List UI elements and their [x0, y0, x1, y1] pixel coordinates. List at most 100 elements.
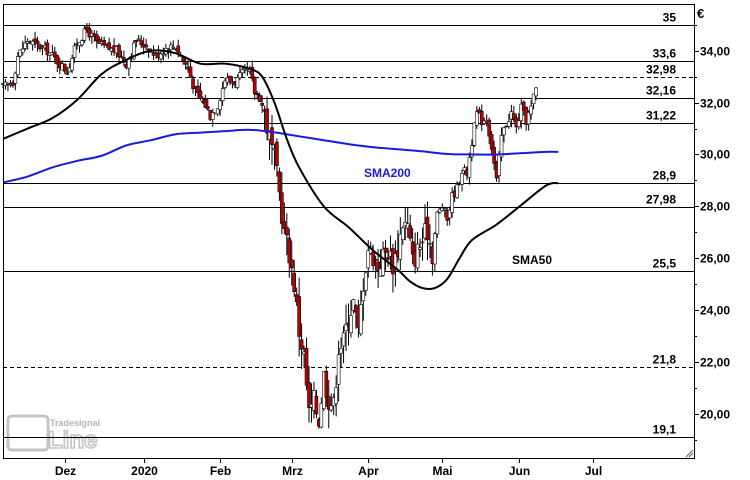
- plot-frame: [3, 4, 695, 459]
- candle-body: [314, 395, 319, 415]
- candle-body: [341, 332, 346, 347]
- candle-body: [529, 105, 533, 115]
- y-tick-label: 20,00: [700, 408, 730, 422]
- candle-body: [366, 250, 371, 269]
- x-tick-label: Mai: [432, 464, 452, 478]
- candle-body: [280, 192, 284, 224]
- candle-body: [18, 49, 23, 57]
- candle-body: [386, 257, 390, 260]
- candle-body: [102, 40, 106, 46]
- candle-body: [198, 90, 203, 99]
- candle-body: [435, 211, 440, 235]
- level-label: 28,9: [653, 169, 677, 183]
- candle-body: [425, 216, 430, 240]
- candle-body: [65, 72, 69, 75]
- candle-body: [428, 242, 432, 245]
- candle-body: [304, 347, 309, 386]
- x-tick-label: Dez: [55, 464, 76, 478]
- candle-body: [324, 370, 329, 398]
- candlesticks: [1, 22, 538, 429]
- resize-grip-inner[interactable]: [688, 452, 694, 458]
- candle-body: [460, 172, 464, 185]
- candle-body: [381, 248, 385, 276]
- candle-body: [361, 291, 366, 302]
- candle-body: [82, 28, 87, 41]
- candle-body: [270, 127, 274, 145]
- candle-body: [479, 110, 484, 126]
- level-label: 32,16: [646, 84, 676, 98]
- candle-body: [472, 122, 477, 146]
- sma50-label: SMA50: [512, 253, 552, 267]
- candle-body: [344, 323, 348, 332]
- candle-body: [30, 40, 35, 46]
- candle-body: [418, 247, 422, 250]
- candle-body: [282, 221, 287, 229]
- candle-body: [183, 62, 188, 65]
- candle-body: [181, 56, 185, 62]
- x-tick-label: Feb: [210, 464, 231, 478]
- candle-body: [329, 405, 334, 411]
- candle-body: [467, 157, 472, 178]
- candle-body: [442, 208, 447, 211]
- candle-body: [159, 53, 163, 60]
- resize-grip[interactable]: [685, 449, 694, 458]
- candle-body: [371, 251, 375, 267]
- candle-body: [127, 58, 131, 69]
- currency-label: €: [697, 6, 704, 21]
- candle-body: [462, 167, 467, 172]
- candle-body: [255, 93, 259, 95]
- level-label: 27,98: [646, 193, 676, 207]
- candle-body: [398, 233, 403, 260]
- level-label: 32,98: [646, 63, 676, 77]
- candle-body: [45, 42, 50, 56]
- candle-body: [447, 209, 452, 219]
- candle-body: [475, 111, 479, 126]
- x-tick-label: Jul: [585, 464, 602, 478]
- candle-body: [260, 102, 264, 106]
- candle-body: [238, 72, 242, 79]
- x-tick-label: Jun: [509, 464, 530, 478]
- candle-body: [144, 44, 148, 48]
- candle-body: [252, 76, 257, 95]
- candle-body: [240, 69, 245, 74]
- candle-body: [117, 44, 121, 58]
- candle-body: [497, 154, 501, 176]
- candle-body: [188, 66, 193, 78]
- y-tick-label: 32,00: [700, 97, 730, 111]
- candle-body: [489, 134, 494, 150]
- candle-body: [220, 88, 225, 102]
- candle-body: [336, 354, 341, 385]
- y-tick-label: 34,00: [700, 45, 730, 59]
- candle-body: [339, 348, 343, 354]
- candle-body: [176, 45, 181, 53]
- candle-body: [228, 75, 232, 82]
- candle-body: [13, 72, 18, 84]
- x-tick-label: Mrz: [282, 464, 303, 478]
- candle-body: [383, 247, 388, 253]
- candle-body: [23, 42, 28, 49]
- candle-body: [526, 112, 531, 125]
- candle-body: [94, 34, 99, 42]
- candle-body: [351, 299, 356, 311]
- level-label: 33,6: [653, 47, 677, 61]
- candle-body: [502, 127, 506, 136]
- y-tick-label: 30,00: [700, 148, 730, 162]
- candle-body: [349, 315, 353, 334]
- candle-body: [487, 119, 491, 137]
- candle-body: [62, 63, 67, 72]
- candle-body: [415, 243, 420, 269]
- horizontal-levels: 35 33,6 32,98 32,16 31,22 28,9 27,98 25,5 21,8 19…: [3, 11, 694, 438]
- candle-body: [359, 304, 363, 335]
- candle-body: [223, 80, 227, 88]
- candle-body: [373, 259, 378, 261]
- candle-body: [206, 106, 210, 110]
- y-tick-label: 24,00: [700, 304, 730, 318]
- candle-body: [433, 233, 437, 265]
- candle-body: [16, 56, 20, 76]
- candle-body: [400, 227, 405, 241]
- y-axis: €20,00 22,00 24,00 26,00 28,00 30,00 32,00 34,0…: [694, 6, 730, 441]
- candle-body: [33, 38, 37, 42]
- candle-body: [265, 108, 269, 134]
- candle-body: [171, 46, 176, 49]
